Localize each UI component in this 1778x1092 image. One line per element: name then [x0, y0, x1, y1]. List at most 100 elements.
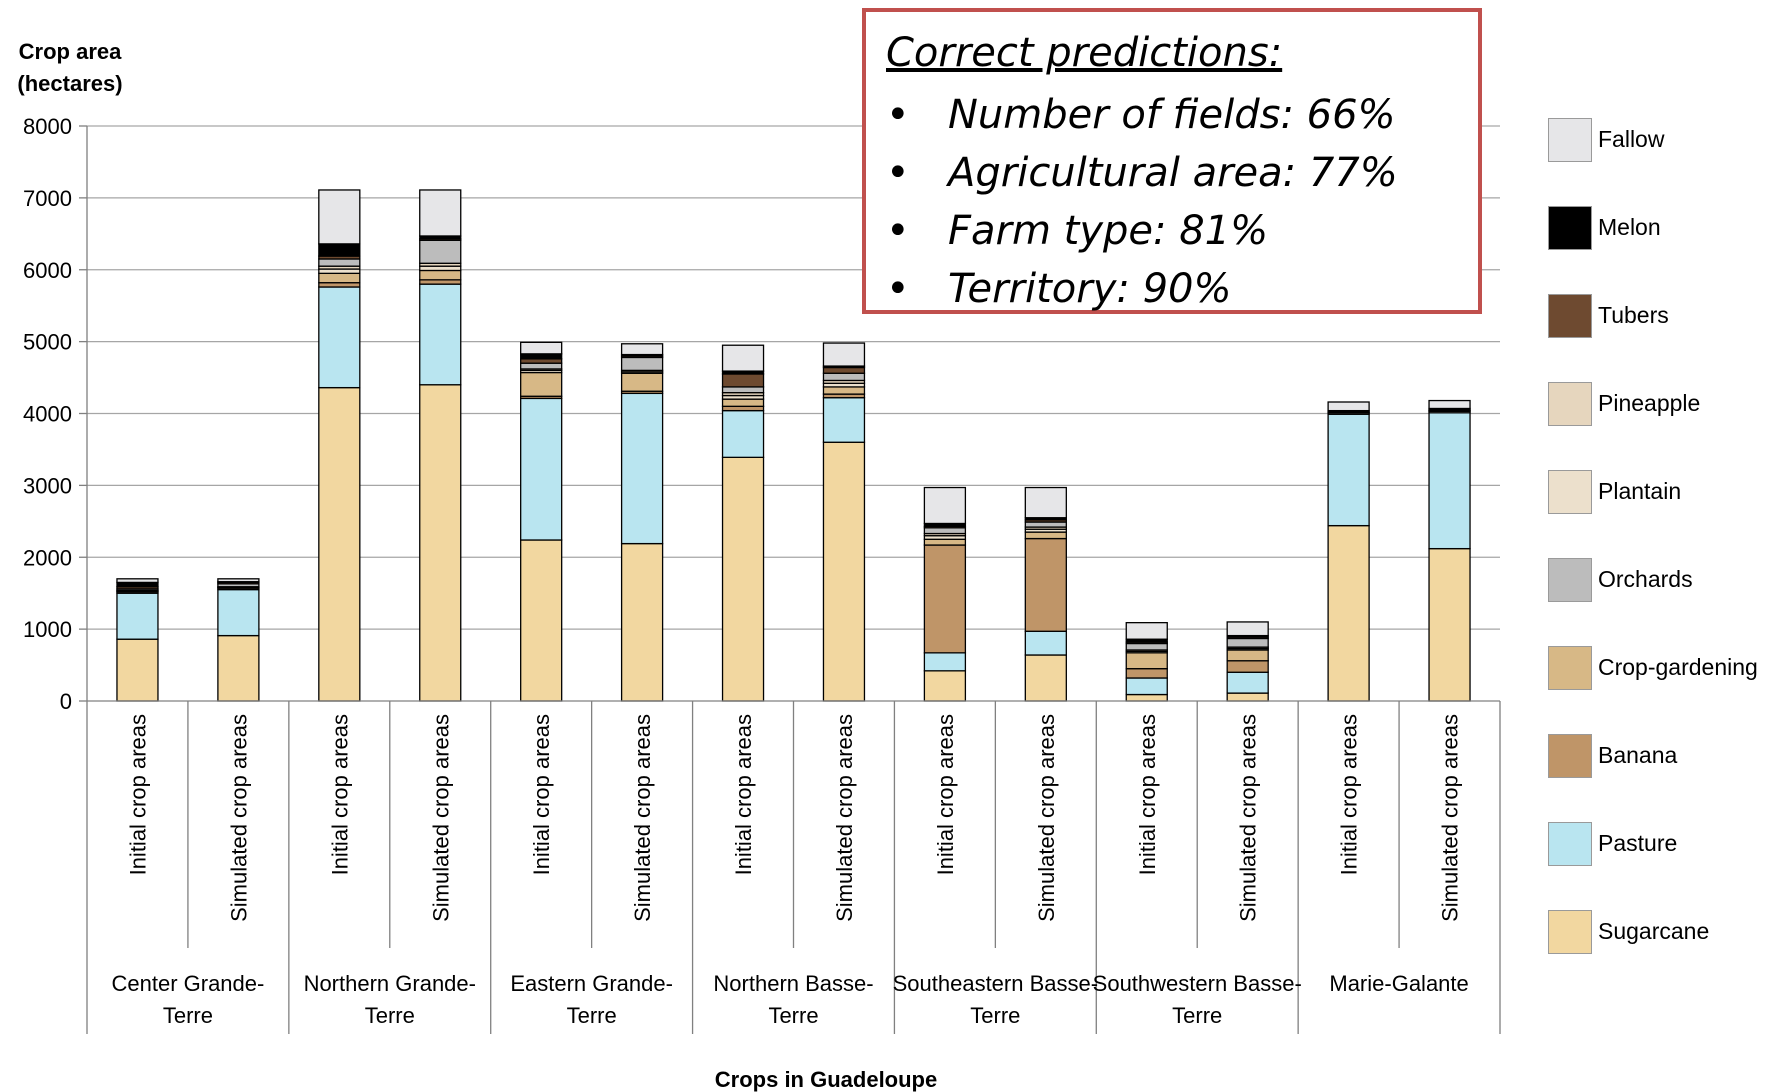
- bars: [116, 189, 1471, 702]
- legend-label: Crop-gardening: [1598, 654, 1758, 680]
- bar-segment-crop-gardening: [419, 269, 462, 281]
- bar-segment-sugarcane: [419, 384, 462, 702]
- bar-segment-tubers: [822, 366, 866, 374]
- bar-segment-banana: [1226, 660, 1269, 673]
- bar-category-label: Initial crop areas: [731, 714, 756, 875]
- bar-category-label: Initial crop areas: [125, 714, 150, 875]
- bar-segment-pasture: [1327, 413, 1370, 527]
- bar-segment-banana: [1024, 537, 1067, 632]
- bar-segment-fallow: [1226, 621, 1269, 637]
- bar-segment-orchards: [520, 362, 563, 370]
- bar-segment-sugarcane: [520, 539, 563, 702]
- y-tick-label: 3000: [23, 473, 72, 498]
- legend-swatch: [1548, 910, 1592, 954]
- bar-segment-melon: [318, 243, 361, 257]
- callout-item-area: Agricultural area: 77%: [866, 144, 1398, 202]
- bar-segment-tubers: [721, 373, 765, 388]
- bar-segment-sugarcane: [721, 456, 765, 702]
- bar-segment-crop-gardening: [1226, 649, 1269, 662]
- group-label: Terre: [365, 1003, 415, 1028]
- legend-swatch: [1548, 734, 1592, 778]
- group-label: Center Grande-: [111, 971, 264, 996]
- bar-segment-crop-gardening: [822, 386, 866, 395]
- bar-segment-crop-gardening: [721, 398, 765, 407]
- group-label: Southeastern Basse-: [893, 971, 1098, 996]
- group-label: Terre: [163, 1003, 213, 1028]
- bar-category-label: Simulated crop areas: [1034, 714, 1059, 922]
- bar-segment-orchards: [620, 356, 664, 372]
- bar-segment-pasture: [721, 409, 765, 458]
- bar-segment-crop-gardening: [1125, 652, 1168, 670]
- bar-segment-banana: [1125, 668, 1168, 679]
- bar-category-label: Initial crop areas: [529, 714, 554, 875]
- bar-category-label: Simulated crop areas: [428, 714, 453, 922]
- bar-segment-orchards: [1024, 521, 1067, 528]
- bar-segment-sugarcane: [1024, 654, 1067, 702]
- legend-swatch: [1548, 118, 1592, 162]
- bar-segment-crop-gardening: [520, 371, 563, 397]
- group-label: Terre: [970, 1003, 1020, 1028]
- bar-category-label: Simulated crop areas: [1236, 714, 1261, 922]
- correct-predictions-callout: Correct predictions: Number of fields: 6…: [862, 8, 1482, 318]
- bar-segment-fallow: [1024, 486, 1067, 519]
- group-label: Southwestern Basse-: [1093, 971, 1302, 996]
- y-tick-label: 4000: [23, 402, 72, 427]
- callout-item-farm-type: Farm type: 81%: [866, 202, 1398, 260]
- legend-label: Orchards: [1598, 566, 1693, 592]
- group-label: Eastern Grande-: [510, 971, 673, 996]
- bar-segment-fallow: [116, 578, 159, 584]
- bar-segment-sugarcane: [1327, 524, 1370, 702]
- bar-segment-sugarcane: [923, 670, 967, 702]
- bar-segment-orchards: [1125, 642, 1168, 651]
- bar-segment-crop-gardening: [318, 272, 361, 284]
- x-axis-title: Crops in Guadeloupe: [715, 1067, 937, 1092]
- bar-segment-orchards: [419, 239, 462, 264]
- bar-segment-pasture: [116, 592, 159, 640]
- bar-segment-banana: [923, 544, 967, 654]
- bar-segment-sugarcane: [1226, 692, 1269, 702]
- legend-swatch: [1548, 294, 1592, 338]
- bar-segment-fallow: [822, 342, 866, 367]
- bar-segment-sugarcane: [822, 441, 866, 702]
- callout-item-fields: Number of fields: 66%: [866, 86, 1398, 144]
- bar-category-label: Initial crop areas: [1135, 714, 1160, 875]
- bar-segment-pasture: [1024, 630, 1067, 656]
- bar-segment-crop-gardening: [1024, 531, 1067, 540]
- bar-segment-pasture: [1226, 671, 1269, 694]
- bar-category-label: Initial crop areas: [933, 714, 958, 875]
- y-tick-label: 2000: [23, 545, 72, 570]
- bar-segment-sugarcane: [116, 638, 159, 702]
- y-axis-title-line2: (hectares): [17, 71, 122, 96]
- y-tick-label: 1000: [23, 617, 72, 642]
- bar-category-label: Simulated crop areas: [630, 714, 655, 922]
- bar-segment-orchards: [318, 258, 361, 267]
- group-label: Northern Grande-: [304, 971, 476, 996]
- callout-list: Number of fields: 66% Agricultural area:…: [866, 86, 1398, 318]
- bar-category-label: Simulated crop areas: [226, 714, 251, 922]
- legend-label: Pasture: [1598, 830, 1678, 856]
- callout-item-territory: Territory: 90%: [866, 260, 1398, 318]
- bar-segment-fallow: [1428, 399, 1471, 410]
- bar-segment-orchards: [923, 527, 967, 535]
- legend-label: Melon: [1598, 214, 1661, 240]
- legend-swatch: [1548, 382, 1592, 426]
- legend-label: Banana: [1598, 742, 1678, 768]
- group-label: Marie-Galante: [1329, 971, 1468, 996]
- callout-title: Correct predictions:: [886, 30, 1283, 76]
- group-label: Terre: [1172, 1003, 1222, 1028]
- bar-segment-sugarcane: [318, 386, 361, 702]
- bar-segment-pasture: [620, 392, 664, 545]
- axes: 0 1000 2000 3000 4000 5000 6000 7000 8000 Initial…: [23, 114, 1501, 1034]
- bar-segment-fallow: [1327, 401, 1370, 412]
- bar-segment-fallow: [318, 189, 361, 245]
- legend-swatch: [1548, 470, 1592, 514]
- group-label: Terre: [567, 1003, 617, 1028]
- legend-label: Pineapple: [1598, 390, 1701, 416]
- bar-category-label: Initial crop areas: [327, 714, 352, 875]
- bar-segment-sugarcane: [1125, 693, 1168, 702]
- legend-swatch: [1548, 206, 1592, 250]
- bar-segment-pasture: [419, 283, 462, 386]
- bar-category-label: Simulated crop areas: [832, 714, 857, 922]
- y-axis-title-line1: Crop area: [19, 39, 122, 64]
